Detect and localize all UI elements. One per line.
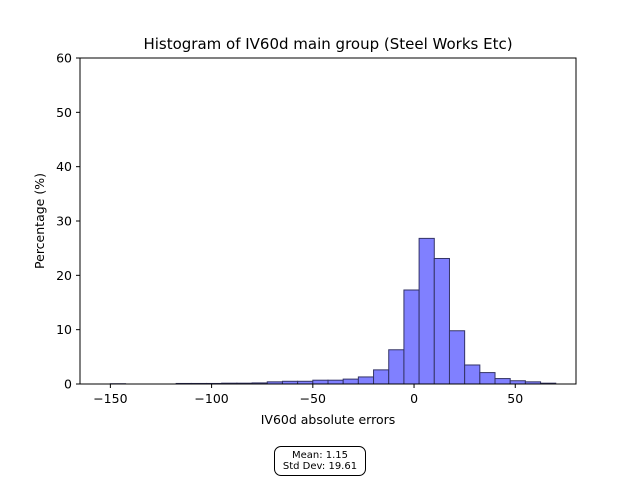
- x-tick-label: 0: [410, 391, 418, 406]
- mean-value: Mean: 1.15: [291, 450, 349, 461]
- x-axis-label: IV60d absolute errors: [261, 412, 396, 427]
- y-tick-label: 0: [64, 377, 72, 392]
- y-tick-label: 10: [56, 322, 72, 337]
- histogram-bar: [494, 378, 511, 385]
- histogram-bar: [373, 369, 390, 385]
- x-tick-label: 50: [507, 391, 523, 406]
- y-axis-label: Percentage (%): [32, 173, 47, 269]
- histogram-bar: [418, 237, 435, 385]
- y-tick-label: 20: [56, 268, 72, 283]
- chart-title: Histogram of IV60d main group (Steel Wor…: [143, 35, 512, 53]
- x-axis-ticks: −150 −100 −50 0 50: [93, 384, 523, 406]
- histogram-bar: [327, 379, 344, 385]
- y-tick-label: 60: [56, 51, 72, 66]
- histogram-bar: [464, 364, 481, 385]
- histogram-bars: [109, 237, 557, 385]
- histogram-bar: [342, 378, 359, 385]
- histogram-bar: [357, 376, 375, 385]
- x-tick-label: −150: [93, 391, 127, 406]
- histogram-bar: [403, 289, 420, 385]
- y-tick-label: 30: [56, 214, 72, 229]
- histogram-bar: [479, 372, 496, 385]
- histogram-bar: [312, 379, 329, 385]
- x-tick-label: −100: [194, 391, 228, 406]
- histogram-bar: [433, 257, 450, 385]
- stats-box: Mean: 1.15 Std Dev: 19.61: [274, 446, 366, 476]
- y-tick-label: 40: [56, 159, 72, 174]
- histogram-bar: [388, 349, 405, 385]
- histogram-bar: [448, 330, 466, 385]
- y-axis-ticks: 0 10 20 30 40 50 60: [56, 51, 80, 392]
- plot-frame: [79, 57, 577, 385]
- x-tick-label: −50: [300, 391, 326, 406]
- std-dev-value: Std Dev: 19.61: [282, 461, 358, 472]
- y-tick-label: 50: [56, 105, 72, 120]
